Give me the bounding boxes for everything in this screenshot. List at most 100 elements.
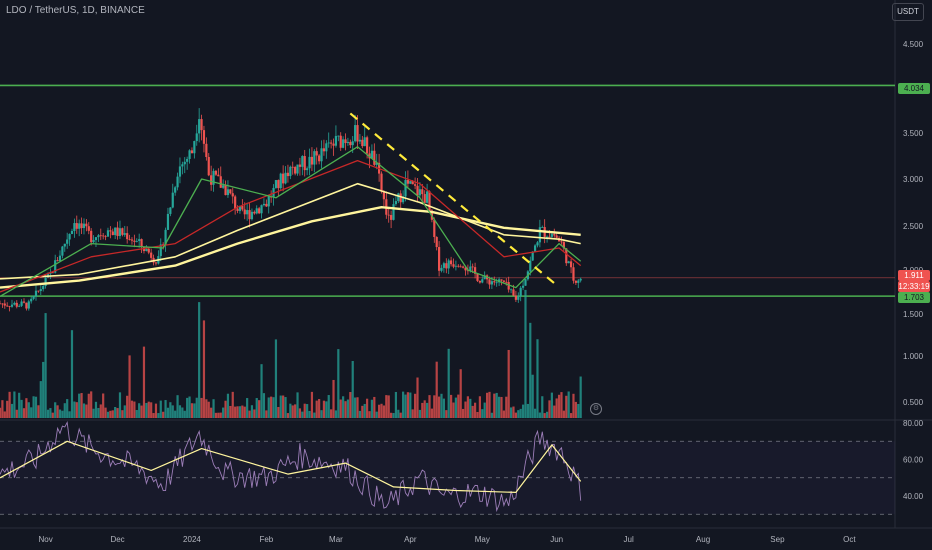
volume-bar: [190, 403, 194, 418]
candle-body: [15, 302, 18, 307]
volume-bar: [533, 408, 537, 418]
support-price-badge: 1.703: [898, 292, 930, 303]
price-tick-label: 1.500: [903, 310, 924, 319]
candle-body: [440, 267, 443, 271]
candle-body: [37, 290, 40, 292]
candle-body: [351, 141, 354, 146]
volume-bar: [541, 396, 544, 418]
candle-body: [25, 302, 28, 309]
candle-body: [121, 228, 124, 235]
candle-body: [186, 158, 189, 162]
volume-bar: [543, 413, 546, 418]
candle-body: [200, 119, 203, 131]
volume-bar: [449, 394, 453, 418]
volume-bar: [274, 339, 278, 418]
volume-bar: [349, 392, 352, 418]
candle-body: [70, 231, 74, 234]
candle-body: [545, 236, 549, 238]
volume-bar: [565, 395, 568, 418]
volume-bar: [569, 413, 573, 418]
volume-bar: [495, 392, 498, 418]
price-tick-label: 3.500: [903, 129, 924, 138]
candle-body: [466, 270, 469, 272]
candle-body: [533, 245, 537, 252]
candle-body: [315, 151, 318, 156]
volume-bar: [327, 395, 330, 418]
volume-bar: [234, 406, 237, 418]
time-tick-label: Apr: [404, 535, 417, 544]
candle-body: [6, 305, 9, 307]
candle-body: [154, 262, 158, 264]
candle-body: [99, 235, 102, 237]
volume-bar: [301, 411, 304, 418]
volume-bar: [373, 396, 376, 418]
volume-bar: [519, 408, 522, 418]
candle-body: [51, 272, 54, 274]
volume-bar: [459, 369, 462, 418]
candle-body: [318, 155, 321, 162]
volume-bar: [507, 349, 510, 418]
volume-bar: [483, 402, 486, 418]
currency-button[interactable]: USDT: [892, 3, 924, 21]
candle-body: [90, 230, 93, 243]
candle-body: [255, 208, 258, 214]
volume-bar: [205, 399, 208, 418]
volume-bar: [531, 374, 534, 418]
volume-bar: [476, 411, 479, 418]
volume-bar: [142, 346, 146, 418]
volume-bar: [272, 397, 275, 418]
candle-body: [339, 135, 342, 148]
volume-settings-icon[interactable]: ⚙: [590, 403, 602, 415]
volume-bar: [325, 401, 328, 418]
price-tick-label: 4.500: [903, 40, 924, 49]
candle-body: [246, 210, 249, 215]
volume-bar: [46, 409, 50, 418]
candle-body: [308, 156, 311, 169]
candle-body: [236, 208, 239, 211]
candle-body: [265, 203, 268, 207]
volume-bar: [3, 411, 6, 418]
candle-body: [572, 267, 575, 281]
candle-body: [241, 205, 244, 210]
candle-body: [481, 279, 484, 283]
ema-long-line: [0, 182, 581, 280]
candle-body: [8, 306, 11, 307]
candle-body: [541, 227, 544, 228]
volume-bar: [529, 322, 532, 418]
volume-bar: [330, 409, 333, 418]
candle-body: [111, 231, 114, 236]
candle-body: [234, 196, 237, 209]
volume-bar: [277, 406, 280, 418]
volume-bar: [550, 392, 553, 418]
candle-body: [109, 230, 112, 232]
ema-short-line: [0, 146, 582, 297]
volume-bar: [51, 412, 54, 418]
time-tick-label: Oct: [843, 535, 856, 544]
candle-body: [140, 239, 143, 247]
volume-bar: [366, 398, 369, 418]
volume-bar: [322, 400, 326, 418]
candle-body: [97, 235, 100, 238]
candle-body: [279, 173, 282, 189]
volume-tick-label: 1.000: [903, 352, 924, 361]
candle-body: [135, 240, 138, 242]
volume-bar: [282, 395, 285, 418]
volume-bar: [310, 391, 314, 418]
candle-body: [61, 246, 64, 256]
volume-bar: [414, 393, 417, 418]
candle-body: [454, 265, 457, 267]
candle-body: [282, 173, 285, 184]
volume-bar: [126, 395, 129, 418]
candle-body: [574, 280, 577, 283]
candle-body: [349, 141, 352, 146]
candle-body: [178, 166, 182, 177]
volume-bar: [94, 401, 98, 418]
volume-bar: [166, 407, 170, 418]
countdown-badge: 12:33:19: [898, 281, 930, 292]
volume-bar: [128, 355, 131, 418]
volume-bar: [416, 377, 419, 418]
candle-body: [490, 281, 493, 285]
candle-body: [87, 226, 90, 231]
volume-bar: [78, 393, 81, 418]
